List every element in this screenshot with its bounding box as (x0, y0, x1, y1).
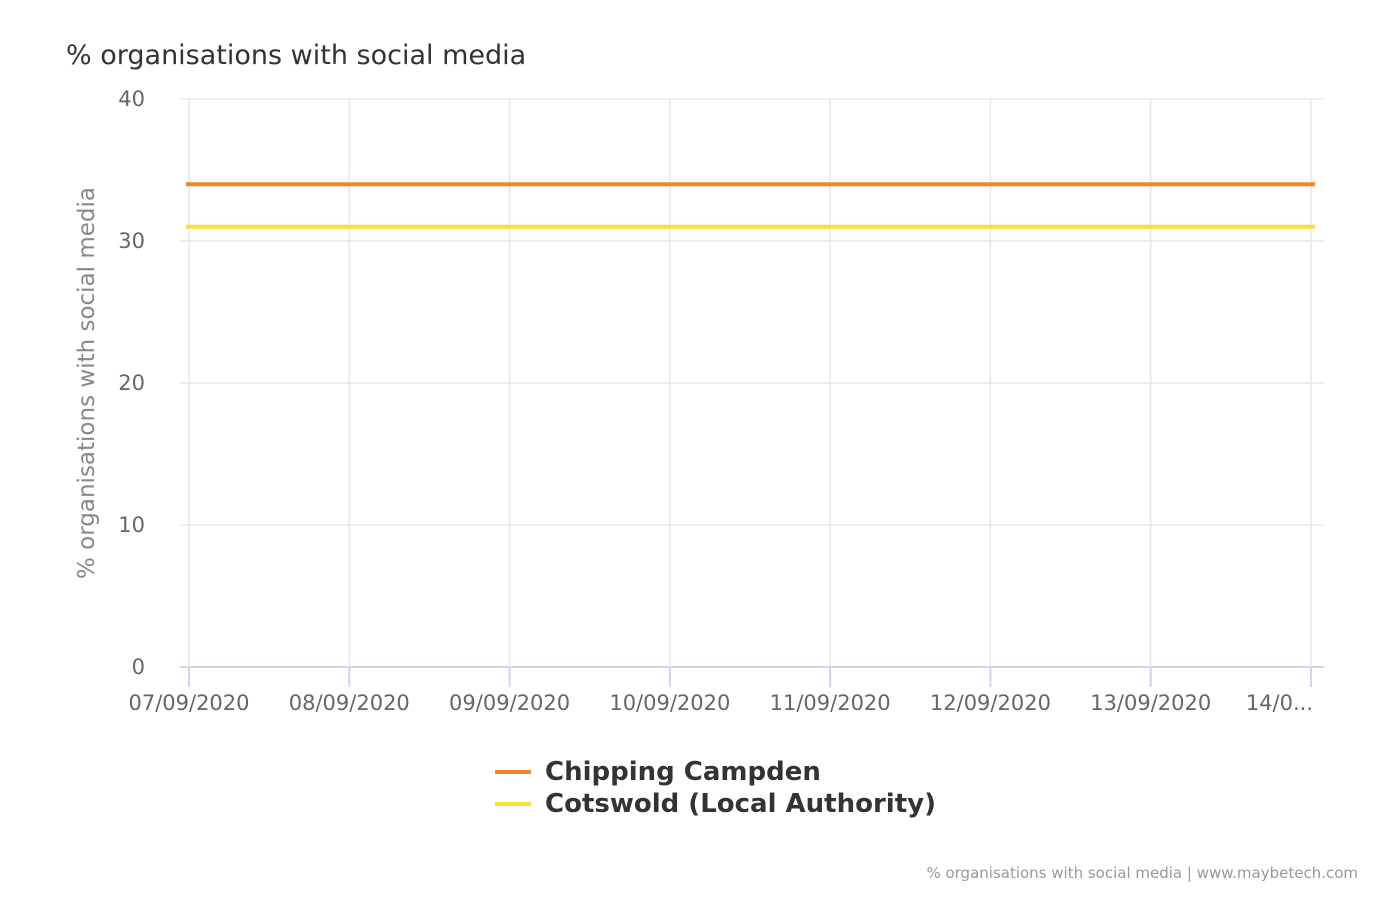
legend-swatch (495, 802, 531, 806)
legend-item[interactable]: Cotswold (Local Authority) (495, 788, 936, 820)
y-tick-label: 40 (118, 87, 145, 111)
credits[interactable]: % organisations with social media | www.… (926, 864, 1358, 882)
y-tick-label: 20 (118, 371, 145, 395)
legend: Chipping Campden Cotswold (Local Authorit… (495, 756, 936, 820)
y-tick-label: 10 (118, 513, 145, 537)
x-tick-label: 10/09/2020 (609, 691, 730, 715)
legend-label: Cotswold (Local Authority) (545, 789, 936, 819)
y-axis-title: % organisations with social media (74, 187, 100, 579)
x-tick-label: 07/09/2020 (128, 691, 249, 715)
line-chart: 0 10 20 30 40 07/09/2020 08/09/2020 09/09/2020… (74, 87, 1324, 715)
x-axis-ticks: 07/09/2020 08/09/2020 09/09/2020 10/09/2020… (128, 691, 1313, 715)
x-tick-label: 08/09/2020 (289, 691, 410, 715)
chart-title: % organisations with social media (66, 40, 527, 71)
series-layer (186, 182, 1315, 229)
x-tick-label: 12/09/2020 (930, 691, 1051, 715)
legend-swatch (495, 770, 531, 774)
x-tick-label: 13/09/2020 (1090, 691, 1211, 715)
grid-layer (180, 98, 1324, 687)
legend-item[interactable]: Chipping Campden (495, 756, 936, 788)
y-axis-ticks: 0 10 20 30 40 (118, 87, 145, 679)
x-tick-label: 09/09/2020 (449, 691, 570, 715)
y-tick-label: 0 (132, 655, 145, 679)
y-tick-label: 30 (118, 229, 145, 253)
legend-label: Chipping Campden (545, 757, 821, 787)
x-tick-label: 14/0... (1246, 691, 1313, 715)
x-tick-label: 11/09/2020 (770, 691, 891, 715)
